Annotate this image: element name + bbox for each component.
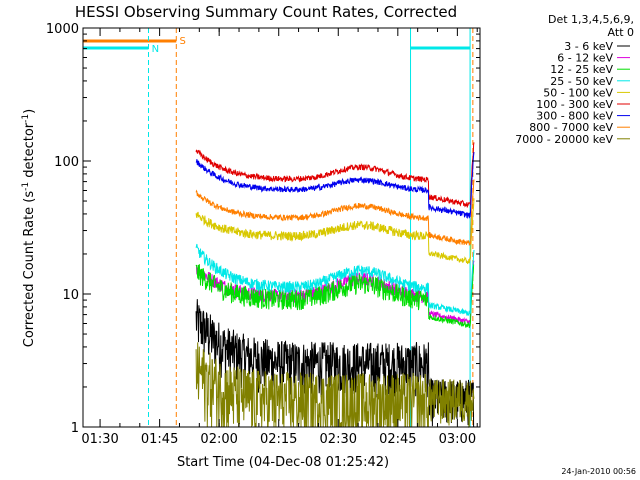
series-line-800-7000keV xyxy=(195,179,475,246)
plot-frame xyxy=(82,27,481,428)
legend-label: 7000 - 20000 keV xyxy=(515,133,613,146)
y-tick-label: 1000 xyxy=(46,22,79,37)
x-tick-label: 02:45 xyxy=(379,432,416,447)
y-axis: 1 10 100 1000 xyxy=(46,22,480,436)
x-tick-label: 01:45 xyxy=(141,432,178,447)
y-axis-title-end: ) xyxy=(22,109,37,114)
legend-header-attenuator: Att 0 xyxy=(608,26,634,39)
legend-label: 6 - 12 keV xyxy=(557,52,613,65)
series-line-50-100keV xyxy=(195,198,475,265)
legend-label: 50 - 100 keV xyxy=(543,86,613,99)
y-axis-title-exp2: -1 xyxy=(21,114,31,123)
series-line-7000-20000keV xyxy=(195,342,475,429)
footer-date: 24-Jan-2010 00:56 xyxy=(561,467,636,476)
x-tick-label: 02:00 xyxy=(200,432,237,447)
legend-label: 100 - 300 keV xyxy=(536,98,613,111)
legend-label: 800 - 7000 keV xyxy=(529,121,613,134)
legend-label: 25 - 50 keV xyxy=(550,75,613,88)
legend-label: 300 - 800 keV xyxy=(536,110,613,123)
series-line-300-800keV xyxy=(195,152,475,219)
x-tick-label: 01:30 xyxy=(81,432,118,447)
x-tick-label: 02:30 xyxy=(320,432,357,447)
chart-title: HESSI Observing Summary Count Rates, Cor… xyxy=(75,3,457,21)
y-axis-title: Corrected Count Rate (s-1 detector-1) xyxy=(21,109,37,347)
y-axis-title-main: Corrected Count Rate (s xyxy=(22,191,37,348)
plot-area: NS xyxy=(83,28,475,429)
series-line-25-50keV xyxy=(195,243,475,316)
saa-flag-label: S xyxy=(179,36,185,47)
y-tick-label: 10 xyxy=(62,288,79,303)
y-tick-label: 1 xyxy=(71,421,79,436)
y-axis-title-exp1: -1 xyxy=(21,182,31,191)
legend-header-detectors: Det 1,3,4,5,6,9, xyxy=(548,13,634,26)
x-tick-label: 03:00 xyxy=(439,432,476,447)
x-axis: 01:30 01:45 02:00 02:15 02:30 02:45 03:00 xyxy=(81,28,478,447)
series-line-100-300keV xyxy=(195,142,475,208)
night-flag-label: N xyxy=(152,44,159,55)
series-line-3-6keV xyxy=(195,299,475,428)
series-line-12-25keV xyxy=(195,264,475,329)
x-tick-label: 02:15 xyxy=(260,432,297,447)
legend-label: 3 - 6 keV xyxy=(564,40,613,53)
legend-label: 12 - 25 keV xyxy=(550,63,613,76)
y-tick-label: 100 xyxy=(54,155,79,170)
y-axis-title-mid: detector xyxy=(22,122,37,182)
x-axis-title: Start Time (04-Dec-08 01:25:42) xyxy=(177,455,389,470)
